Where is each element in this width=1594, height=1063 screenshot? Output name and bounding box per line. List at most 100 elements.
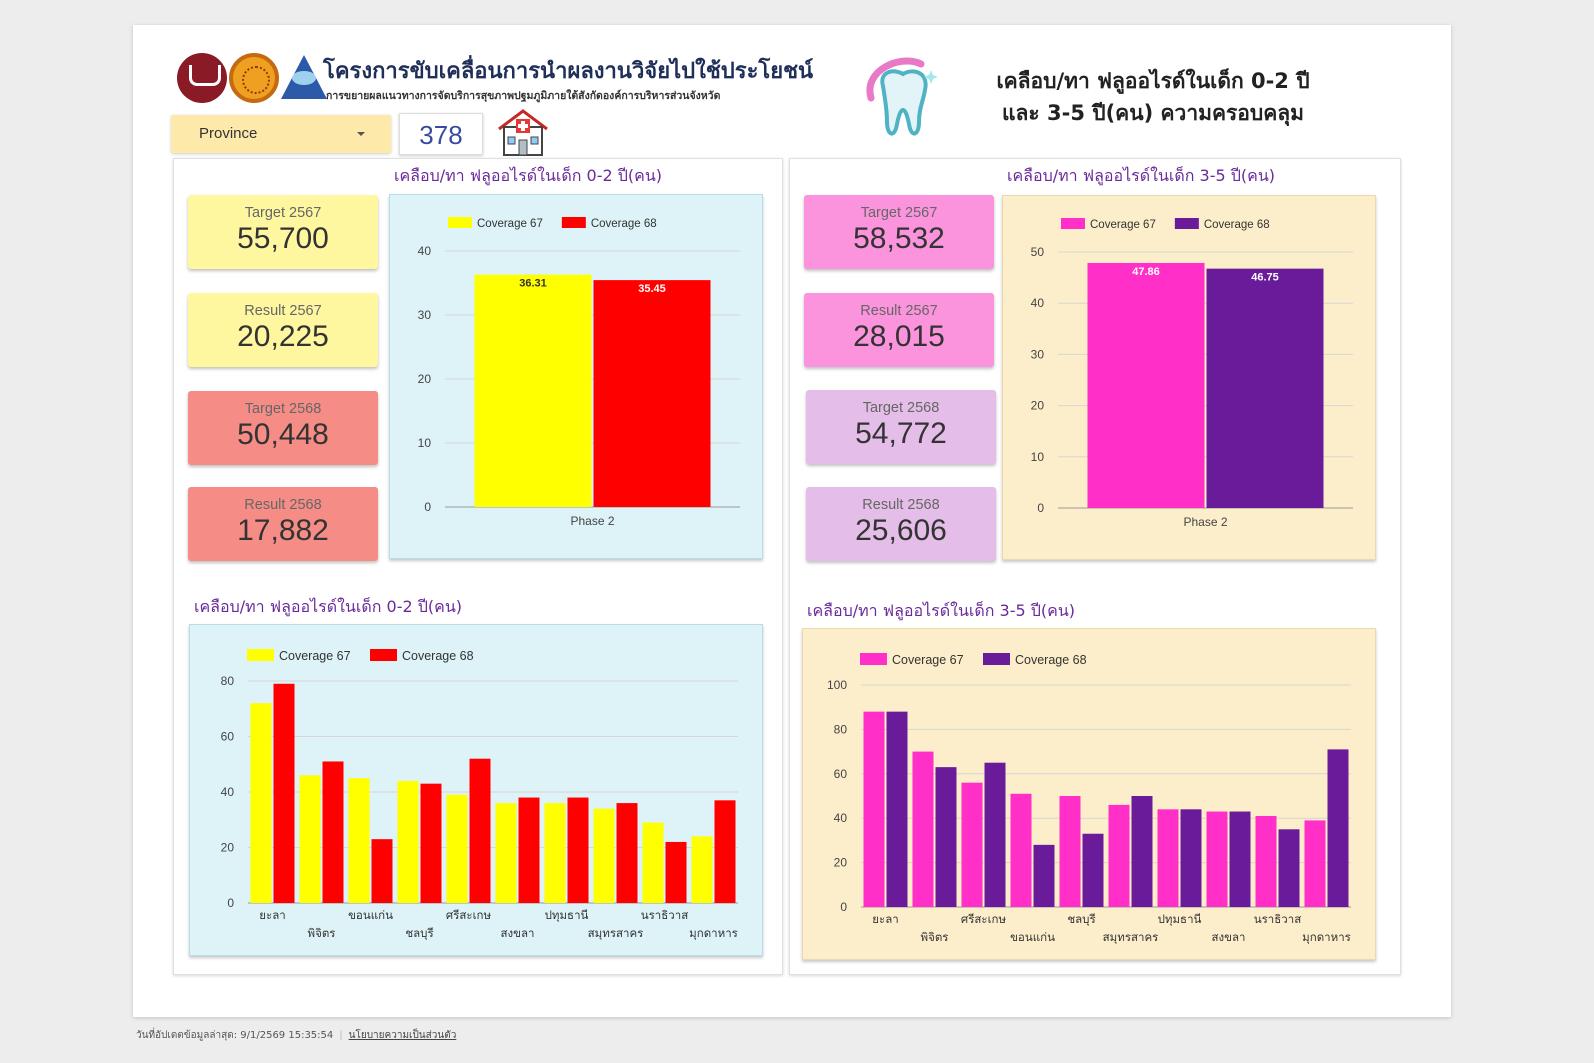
bar (1206, 268, 1324, 508)
kpi-card-result-2567: Result 2567 20,225 (188, 293, 378, 367)
dashboard-title-line2: และ 3-5 ปี(คน) ความครอบคลุม (1002, 101, 1304, 125)
bar (593, 808, 615, 903)
privacy-policy-link[interactable]: นโยบายความเป็นส่วนตัว (348, 1030, 457, 1041)
kpi-value: 55,700 (237, 222, 329, 255)
y-tick-label: 20 (834, 856, 848, 870)
bar (1087, 262, 1205, 508)
y-tick-label: 0 (840, 900, 847, 914)
bar (474, 274, 592, 507)
panel-title: เคลือบ/ทา ฟลูออไรด์ในเด็ก 3-5 ปี(คน) (1007, 166, 1276, 185)
summary-chart-0-2-svg: Coverage 67 Coverage 68 0 10 20 30 40 36.31 35.4… (418, 217, 740, 528)
y-tick-label: 20 (1031, 399, 1045, 413)
record-count: 378 (399, 113, 483, 155)
data-label: 47.86 (1132, 266, 1160, 278)
bar (1108, 804, 1130, 907)
x-tick-label: มุกดาหาร (689, 928, 738, 940)
bar (273, 683, 295, 903)
kpi-label: Target 2568 (862, 400, 940, 416)
panel-title: เคลือบ/ทา ฟลูออไรด์ในเด็ก 0-2 ปี(คน) (394, 166, 663, 185)
y-tick-label: 40 (221, 785, 235, 799)
y-tick-label: 30 (1031, 347, 1045, 361)
section-title: เคลือบ/ทา ฟลูออไรด์ในเด็ก 3-5 ปี(คน) (807, 601, 1076, 620)
bar (1010, 793, 1032, 907)
kpi-value: 25,606 (855, 514, 947, 547)
bar (469, 758, 491, 903)
x-tick-label: ขอนแก่น (348, 910, 393, 922)
x-tick-label: สงขลา (500, 928, 534, 940)
bar (1327, 749, 1349, 907)
x-tick-label: ชลบุรี (405, 927, 433, 940)
kpi-label: Result 2567 (244, 303, 322, 319)
y-tick-label: 100 (827, 678, 847, 692)
university-logo (177, 53, 227, 103)
summary-chart-3-5: Coverage 67 Coverage 68 0 10 20 30 40 50 47.86 46… (1002, 195, 1376, 560)
kpi-label: Result 2568 (244, 497, 322, 513)
kpi-value: 28,015 (853, 320, 945, 353)
y-tick-label: 40 (1031, 296, 1045, 310)
hospital-icon (498, 109, 548, 156)
x-tick-label: ปทุมธานี (545, 909, 589, 922)
y-tick-label: 20 (418, 372, 432, 386)
kpi-label: Target 2567 (244, 205, 322, 221)
y-tick-label: 50 (1031, 245, 1045, 259)
x-tick-label: Phase 2 (570, 514, 614, 528)
kpi-label: Result 2568 (862, 497, 940, 513)
bar (1082, 833, 1104, 907)
bar (665, 841, 687, 903)
caret-down-icon (357, 132, 365, 136)
bar (544, 803, 566, 903)
y-tick-label: 0 (227, 896, 234, 910)
y-tick-label: 80 (834, 722, 848, 736)
y-tick-label: 40 (834, 811, 848, 825)
bar (1206, 811, 1228, 907)
x-tick-label: สมุทรสาคร (1103, 932, 1159, 944)
panel-age-0-2: เคลือบ/ทา ฟลูออไรด์ในเด็ก 0-2 ปี(คน) Tar… (173, 158, 783, 975)
legend-swatch (1061, 218, 1085, 229)
legend-label: Coverage 68 (1015, 653, 1087, 667)
bar (984, 762, 1006, 907)
bar (616, 803, 638, 903)
section-title: เคลือบ/ทา ฟลูออไรด์ในเด็ก 0-2 ปี(คน) (194, 597, 463, 616)
bar (446, 794, 468, 903)
kpi-label: Result 2567 (860, 303, 938, 319)
legend-label: Coverage 68 (402, 649, 474, 663)
bar (1255, 815, 1277, 907)
x-tick-label: สงขลา (1211, 932, 1245, 944)
project-subtitle: การขยายผลแนวทางการจัดบริการสุขภาพปฐมภูมิ… (326, 90, 721, 102)
bar (1131, 796, 1153, 907)
bar (518, 797, 540, 903)
kpi-label: Target 2568 (244, 401, 322, 417)
x-tick-label: พิจิตร (921, 931, 949, 944)
x-tick-label: ยะลา (872, 914, 898, 926)
province-dropdown[interactable]: Province (171, 115, 391, 153)
last-updated-text: วันที่อัปเดตข้อมูลล่าสุด: 9/1/2569 15:35… (136, 1030, 334, 1041)
bar (1304, 820, 1326, 907)
bar (691, 836, 713, 903)
bar (299, 775, 321, 903)
data-label: 35.45 (638, 283, 666, 295)
y-tick-label: 20 (221, 841, 235, 855)
bar (322, 761, 344, 903)
kpi-value: 20,225 (237, 320, 329, 353)
x-tick-label: ชลบุรี (1067, 913, 1095, 926)
legend-swatch (370, 649, 397, 661)
province-dropdown-label: Province (199, 125, 258, 142)
summary-chart-3-5-svg: Coverage 67 Coverage 68 0 10 20 30 40 50 47.86 46… (1031, 218, 1353, 529)
y-tick-label: 0 (424, 500, 431, 514)
x-tick-label: Phase 2 (1183, 515, 1227, 529)
bar (348, 778, 370, 903)
bar (1033, 844, 1055, 907)
province-chart-0-2-svg: Coverage 67 Coverage 68 0 20 40 60 80 ยะลาพิจิต… (221, 649, 738, 940)
x-tick-label: พิจิตร (308, 927, 336, 940)
x-tick-label: ขอนแก่น (1010, 932, 1055, 944)
y-tick-label: 40 (418, 244, 432, 258)
x-tick-label: นราธิวาส (1254, 913, 1301, 926)
kpi-value: 58,532 (853, 222, 945, 255)
kpi-card-target-2568: Target 2568 50,448 (188, 391, 378, 465)
bar (642, 822, 664, 903)
bar (371, 839, 393, 903)
legend-label: Coverage 68 (591, 218, 657, 230)
y-tick-label: 60 (834, 767, 848, 781)
legend-label: Coverage 67 (477, 218, 543, 230)
x-tick-label: นราธิวาส (641, 909, 688, 922)
